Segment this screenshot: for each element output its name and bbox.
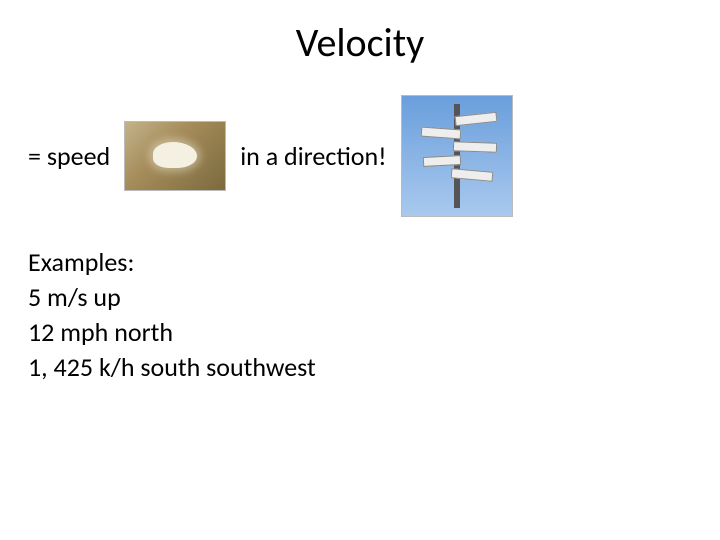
- examples-block: Examples: 5 m/s up 12 mph north 1, 425 k…: [28, 245, 316, 385]
- signpost-arm: [420, 127, 461, 140]
- signpost-arm: [452, 141, 496, 153]
- examples-heading: Examples:: [28, 245, 316, 280]
- example-line: 1, 425 k/h south southwest: [28, 350, 316, 385]
- definition-row: = speed in a direction!: [28, 95, 513, 217]
- slide-title: Velocity: [0, 18, 720, 67]
- signpost-arm: [422, 155, 460, 167]
- example-line: 12 mph north: [28, 315, 316, 350]
- running-dog-icon: [124, 121, 226, 191]
- signpost-arm: [454, 112, 497, 126]
- example-line: 5 m/s up: [28, 280, 316, 315]
- signpost-icon: [401, 95, 513, 217]
- slide: Velocity = speed in a direction! Example…: [0, 0, 720, 540]
- definition-direction-text: in a direction!: [240, 140, 386, 172]
- definition-speed-text: = speed: [28, 140, 110, 172]
